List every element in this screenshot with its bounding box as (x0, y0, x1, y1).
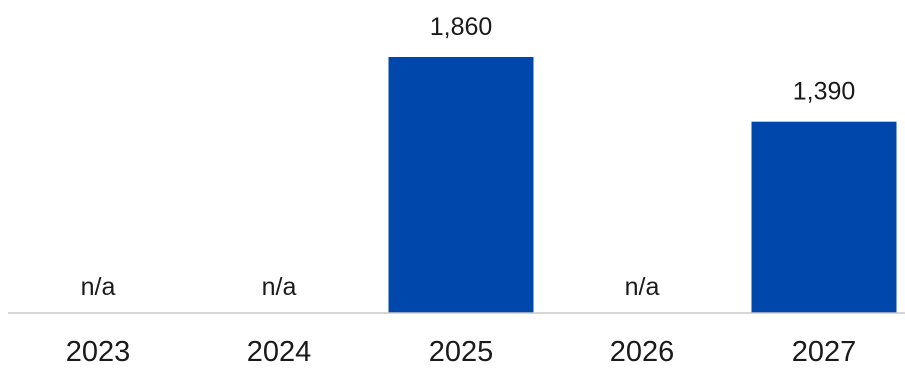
data-label-2026: n/a (625, 273, 660, 301)
data-label-2024: n/a (262, 273, 297, 301)
x-tick-label-2026: 2026 (610, 336, 675, 365)
data-label-2023: n/a (81, 273, 116, 301)
x-tick-label-2024: 2024 (247, 336, 312, 365)
bars-layer (388, 57, 897, 313)
data-label-2027: 1,390 (793, 78, 856, 106)
bar-2027 (751, 121, 897, 313)
x-tick-label-2027: 2027 (792, 336, 857, 365)
bar-2025 (388, 57, 534, 313)
x-axis-tick-labels: 2023 2024 2025 2026 2027 (66, 336, 857, 368)
data-labels-layer: n/a n/a 1,860 n/a 1,390 (81, 13, 856, 301)
x-tick-label-2023: 2023 (66, 336, 131, 365)
x-tick-label-2025: 2025 (429, 336, 494, 365)
data-label-2025: 1,860 (430, 13, 493, 41)
